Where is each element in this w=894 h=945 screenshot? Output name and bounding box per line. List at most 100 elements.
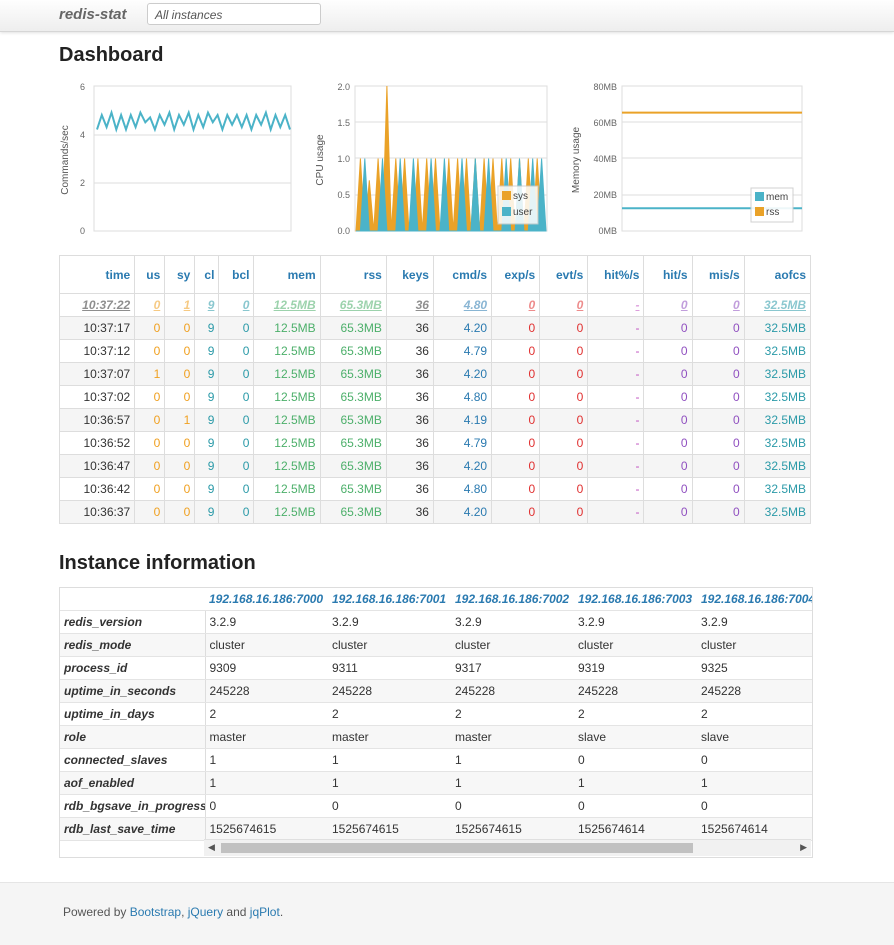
stats-cell: 36 <box>385 316 434 340</box>
stats-cell: 0 <box>164 477 196 501</box>
legend-label-mem: mem <box>766 192 788 203</box>
horizontal-scrollbar[interactable]: ◀ ▶ <box>204 839 811 856</box>
stats-cell: 9 <box>194 500 220 524</box>
instance-row: role master master master slave slave <box>60 725 812 749</box>
dashboard-title: Dashboard <box>59 44 164 66</box>
instance-select[interactable]: All instances <box>147 3 321 25</box>
scroll-left-icon[interactable]: ◀ <box>208 842 215 852</box>
stats-cell: 0 <box>491 454 541 478</box>
scroll-right-icon[interactable]: ▶ <box>800 842 807 852</box>
stats-cell: 32.5MB <box>743 339 812 363</box>
stats-cell: - <box>587 408 645 432</box>
stats-cell: - <box>587 500 645 524</box>
stats-cell: 0 <box>643 339 693 363</box>
stats-cell: 0 <box>491 385 541 409</box>
y-tick-label: 1.0 <box>337 154 350 164</box>
instance-value: cluster <box>328 633 451 657</box>
footer-text: Powered by Bootstrap, jQuery and jqPlot. <box>63 905 283 919</box>
instance-value: 0 <box>205 794 328 818</box>
stats-row: 10:36:42 0 0 9 0 12.5MB 65.3MB 36 4.80 0 0-0 0 32.5M… <box>58 477 812 501</box>
column-header: hit%/s <box>587 255 645 294</box>
instance-value: 9325 <box>697 656 812 680</box>
instance-value: 245228 <box>697 679 812 703</box>
stats-cell: 0 <box>491 477 541 501</box>
stats-cell: 0 <box>218 477 255 501</box>
stats-row: 10:36:37 0 0 9 0 12.5MB 65.3MB 36 4.20 0 0-0 0 32.5M… <box>58 500 812 524</box>
instance-value: 0 <box>451 794 574 818</box>
instance-value: cluster <box>697 633 812 657</box>
instance-row: process_id 9309 9311 9317 9319 9325 <box>60 656 812 680</box>
stats-cell: 0 <box>539 454 589 478</box>
bootstrap-link[interactable]: Bootstrap <box>129 905 182 919</box>
instance-value: 245228 <box>451 679 574 703</box>
instance-value: 2 <box>451 702 574 726</box>
instance-row: uptime_in_seconds 245228 245228 245228 24522… <box>60 679 812 703</box>
instance-value: 245228 <box>574 679 697 703</box>
stats-cell: 10:37:02 <box>58 385 136 409</box>
instance-value: 245228 <box>205 679 328 703</box>
y-tick-label: 80MB <box>593 82 617 92</box>
stats-cell: 0 <box>134 500 166 524</box>
stats-cell: 0 <box>164 385 196 409</box>
stats-cell: 0 <box>218 339 255 363</box>
stats-cell: 12.5MB <box>253 293 321 317</box>
instance-value: 3.2.9 <box>451 610 574 634</box>
instance-value: 3.2.9 <box>328 610 451 634</box>
stats-cell: 32.5MB <box>743 385 812 409</box>
column-header: rss <box>319 255 387 294</box>
instance-value: slave <box>574 725 697 749</box>
instance-value: 0 <box>574 748 697 772</box>
stats-cell: 0 <box>134 477 166 501</box>
instance-value: 1525674615 <box>451 817 574 841</box>
stats-cell: 0 <box>691 408 745 432</box>
stats-cell: 10:36:42 <box>58 477 136 501</box>
column-header: bcl <box>218 255 255 294</box>
stats-cell: 0 <box>643 500 693 524</box>
stats-cell: 0 <box>539 339 589 363</box>
stats-cell: - <box>587 293 645 317</box>
stats-cell: 0 <box>491 408 541 432</box>
instance-key: role <box>60 725 206 749</box>
stats-cell: 36 <box>385 454 434 478</box>
jquery-link[interactable]: jQuery <box>187 905 224 919</box>
stats-cell: 0 <box>491 500 541 524</box>
stats-cell: 0 <box>134 316 166 340</box>
stats-cell: 0 <box>539 316 589 340</box>
stats-cell: 0 <box>134 454 166 478</box>
stats-cell: 36 <box>385 293 434 317</box>
stats-cell: 10:36:57 <box>58 408 136 432</box>
stats-cell: 1 <box>164 408 196 432</box>
stats-cell: 4.80 <box>432 293 493 317</box>
stats-cell: - <box>587 339 645 363</box>
stats-cell: 4.19 <box>432 408 493 432</box>
stats-header-row: time us sy cl bcl mem rss keys cmd/s exp/s evt/s hi… <box>58 255 812 294</box>
stats-cell: 0 <box>218 293 255 317</box>
footer-sep: , <box>181 905 188 919</box>
stats-cell: 9 <box>194 408 220 432</box>
column-header: sy <box>164 255 196 294</box>
stats-cell: 12.5MB <box>253 500 321 524</box>
scrollbar-thumb[interactable] <box>221 843 693 853</box>
brand-logo[interactable]: redis-stat <box>59 6 127 23</box>
instance-key: redis_version <box>60 610 206 634</box>
instance-value: slave <box>697 725 812 749</box>
stats-cell: 0 <box>691 385 745 409</box>
stats-cell: 4.79 <box>432 431 493 455</box>
y-tick-label: 40MB <box>593 154 617 164</box>
instance-value: 2 <box>205 702 328 726</box>
instance-key: uptime_in_seconds <box>60 679 206 703</box>
jqplot-link[interactable]: jqPlot <box>249 905 280 919</box>
stats-cell: 9 <box>194 339 220 363</box>
instance-table-wrapper[interactable]: 192.168.16.186:7000 192.168.16.186:7001 19… <box>59 587 813 858</box>
stats-cell: 0 <box>539 477 589 501</box>
stats-cell: 0 <box>691 339 745 363</box>
stats-cell: 9 <box>194 454 220 478</box>
instance-row: redis_version 3.2.9 3.2.9 3.2.9 3.2.9 3.2.9 <box>60 610 812 634</box>
stats-cell: 10:37:12 <box>58 339 136 363</box>
stats-cell: 0 <box>164 431 196 455</box>
stats-cell: 32.5MB <box>743 408 812 432</box>
instance-value: 0 <box>697 794 812 818</box>
instance-value: cluster <box>205 633 328 657</box>
stats-cell: 9 <box>194 477 220 501</box>
stats-row: 10:36:52 0 0 9 0 12.5MB 65.3MB 36 4.79 0 0-0 0 32.5M… <box>58 431 812 455</box>
